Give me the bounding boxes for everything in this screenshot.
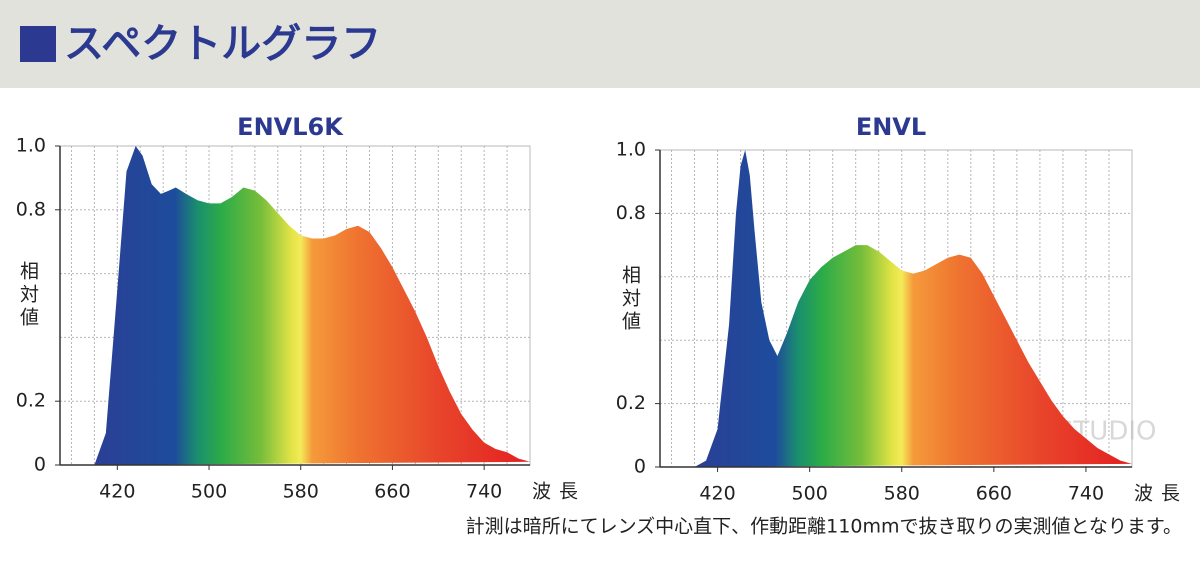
x-tick-label: 420 [699,483,735,505]
y-tick-label: 0 [634,456,646,478]
y-tick-label: 0.8 [616,202,646,224]
y-axis-label: 相対値 [17,261,39,330]
spectrum-area [694,150,1132,467]
y-tick-label: 1.0 [616,139,646,161]
header-square [20,26,56,62]
y-tick-label: 1.0 [16,135,46,157]
x-axis-label: 波長 [1134,483,1188,505]
y-tick-label: 0.2 [16,390,46,412]
x-tick-label: 580 [283,481,319,503]
x-tick-label: 740 [466,481,502,503]
x-tick-label: 660 [374,481,410,503]
x-tick-label: 580 [884,483,920,505]
y-tick-label: 0.2 [616,392,646,414]
chart-title: ENVL6K [237,113,344,141]
note: 計測は暗所にてレンズ中心直下、作動距離110mmで抜き取りの実測値となります。 [466,516,1182,538]
x-tick-label: 500 [191,481,227,503]
header-band [0,0,1200,88]
y-tick-label: 0.8 [16,198,46,220]
spectrum-area [94,146,530,465]
chart-title: ENVL [856,113,926,141]
x-tick-label: 660 [976,483,1012,505]
x-tick-label: 420 [99,481,135,503]
y-tick-label: 0 [34,454,46,476]
header-title: スペクトルグラフ [64,21,381,67]
x-tick-label: 740 [1068,483,1104,505]
x-axis-label: 波長 [532,481,586,503]
x-tick-label: 500 [792,483,828,505]
y-axis-label: 相対値 [619,265,641,334]
